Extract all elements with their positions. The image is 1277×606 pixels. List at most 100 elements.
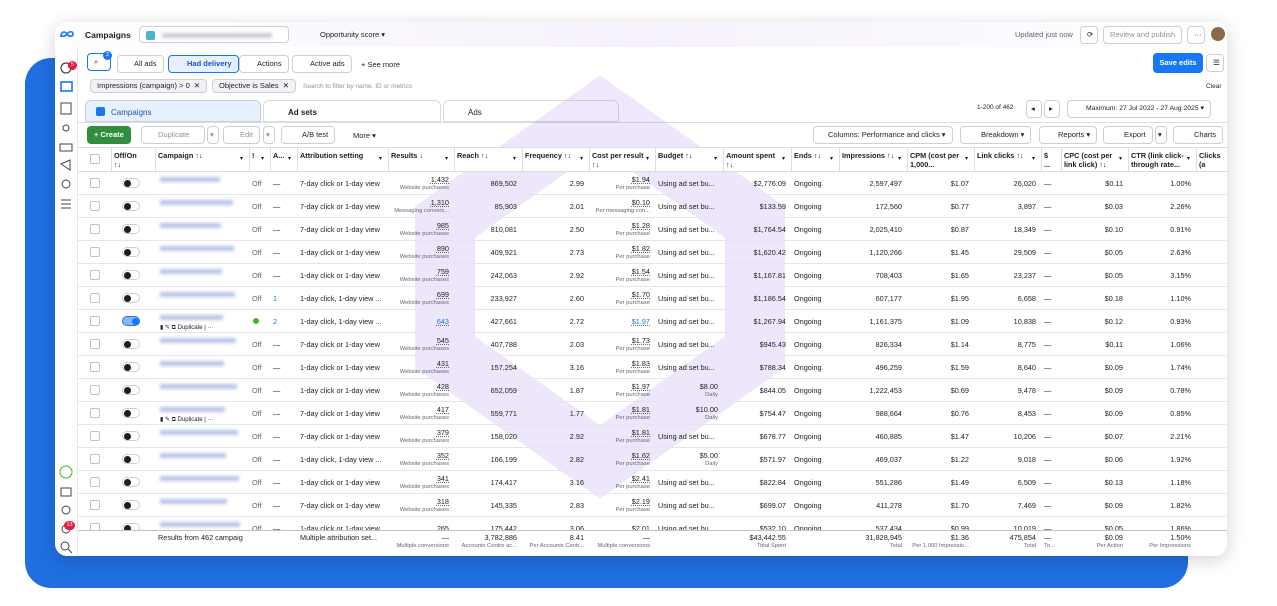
cell-frequency: 2.73 <box>569 248 584 257</box>
cell-cpc: $0.09 <box>1104 501 1123 510</box>
toggle[interactable] <box>122 201 140 211</box>
search-input[interactable]: Search to filter by name, ID or metrics <box>303 83 413 90</box>
caret[interactable]: ▾ <box>207 126 219 144</box>
toggle-knob <box>124 410 131 417</box>
toggle[interactable] <box>122 178 140 188</box>
toggle[interactable] <box>122 270 140 280</box>
tab-active[interactable]: Campaigns <box>85 100 261 122</box>
tab[interactable]: Ad sets <box>263 100 441 122</box>
cell-results: 545 <box>436 336 449 345</box>
total-link-clicks: 475,854 <box>1009 533 1036 542</box>
sort-caret: ▾ <box>646 156 650 162</box>
cell-impressions: 1,222,453 <box>869 386 902 395</box>
cell-cost: $1.82 <box>631 244 650 253</box>
ab-test[interactable]: A/B test <box>281 126 336 144</box>
toggle[interactable] <box>122 293 140 303</box>
view-tab[interactable]: All ads <box>117 55 164 73</box>
cell-a: 1 <box>273 294 278 303</box>
cell-link-clicks: 6,658 <box>1017 294 1036 303</box>
cell-spent: $945.43 <box>759 340 786 349</box>
view-tab[interactable]: Actions <box>239 55 289 73</box>
checkbox <box>90 385 100 395</box>
cell-budget: Using ad set bu... <box>658 340 715 349</box>
cell-attribution: 1-day click or 1-day view <box>300 478 380 487</box>
toggle[interactable] <box>122 362 140 372</box>
charts[interactable]: Charts <box>1173 126 1224 144</box>
toggle[interactable] <box>122 477 140 487</box>
cell-a: — <box>273 271 281 280</box>
account-select[interactable] <box>139 26 289 43</box>
table-row <box>78 471 1227 494</box>
view-tab[interactable]: Had delivery <box>168 55 239 73</box>
filter-chip[interactable]: Impressions (campaign) > 0 ✕ <box>90 79 208 93</box>
watermark <box>415 75 785 499</box>
cell-impressions: 1,120,266 <box>869 248 902 257</box>
cell-spent: $678.77 <box>759 432 786 441</box>
column-divider <box>522 147 523 172</box>
save-edits[interactable]: Save edits <box>1153 53 1203 73</box>
refresh[interactable]: ⟳ <box>1080 26 1098 44</box>
sort-caret: ▾ <box>288 156 292 162</box>
cell-delivery: Off <box>252 225 262 234</box>
opportunity-score[interactable]: Opportunity score ▾ <box>320 30 386 39</box>
cell-attribution: 1-day click, 1-day view ... <box>300 317 382 326</box>
sort-caret: ▾ <box>513 156 517 162</box>
cell-a: — <box>273 432 281 441</box>
cell-impressions: 2,597,497 <box>869 179 902 188</box>
cell-results: 890 <box>436 244 449 253</box>
action-duplicate[interactable]: Duplicate <box>177 417 203 423</box>
clear[interactable]: Clear <box>1206 83 1222 90</box>
toggle[interactable] <box>122 431 140 441</box>
view-tab[interactable]: Active ads <box>292 55 352 73</box>
see-more[interactable]: + See more <box>361 60 400 69</box>
cell-cost: $2.19 <box>631 497 650 506</box>
cell-results: 431 <box>436 359 449 368</box>
duplicate[interactable]: Duplicate <box>141 126 205 144</box>
columns[interactable]: Columns: Performance and clicks ▾ <box>813 126 953 144</box>
prev[interactable]: ◂ <box>1026 100 1042 118</box>
cell-ends: Ongoing <box>794 340 822 349</box>
cell-budget: Using ad set bu... <box>658 478 715 487</box>
export[interactable]: Export <box>1103 126 1153 144</box>
checkbox <box>90 224 100 234</box>
date-range[interactable]: Maximum: 27 Jul 2022 - 27 Aug 2025 ▾ <box>1067 100 1211 118</box>
next[interactable]: ▸ <box>1044 100 1060 118</box>
toggle[interactable] <box>122 224 140 234</box>
cell-sub: Per purchase <box>615 484 650 490</box>
more-menu[interactable]: More ▾ <box>353 131 376 140</box>
cell-ctr: 0.93% <box>1170 317 1191 326</box>
toggle[interactable] <box>122 500 140 510</box>
cell-attribution: 7-day click or 1-day view <box>300 409 380 418</box>
cell-dash: — <box>1044 317 1052 326</box>
toggle[interactable] <box>122 247 140 257</box>
checkbox <box>90 178 100 188</box>
tab[interactable]: Ads <box>443 100 619 122</box>
filter-chip[interactable]: Objective is Sales ✕ <box>212 79 297 93</box>
cell-results: 643 <box>436 317 449 326</box>
cell-ctr: 1.10% <box>1170 294 1191 303</box>
cell-link-clicks: 10,019 <box>1013 524 1036 533</box>
cell-cpc: $0.05 <box>1104 248 1123 257</box>
toggle[interactable] <box>122 385 140 395</box>
cell-dash: — <box>1044 478 1052 487</box>
reports[interactable]: Reports ▾ <box>1039 126 1098 144</box>
toggle[interactable] <box>122 316 140 326</box>
cell-ctr: 2.63% <box>1170 248 1191 257</box>
toggle[interactable] <box>122 408 140 418</box>
toggle[interactable] <box>122 454 140 464</box>
caret[interactable]: ▾ <box>1155 126 1167 144</box>
toggle-knob <box>124 525 131 532</box>
review-publish[interactable]: Review and publish <box>1103 26 1183 44</box>
more[interactable]: ··· <box>1187 26 1205 44</box>
caret[interactable]: ▾ <box>263 126 275 144</box>
cell-frequency: 3.16 <box>569 478 584 487</box>
breakdown[interactable]: Breakdown ▾ <box>960 126 1032 144</box>
cell-delivery: Off <box>252 432 262 441</box>
action-duplicate[interactable]: Duplicate <box>177 325 203 331</box>
toggle[interactable] <box>122 339 140 349</box>
edit[interactable]: Edit <box>223 126 260 144</box>
create[interactable]: + Create <box>87 126 131 144</box>
settings[interactable]: ☰ <box>1206 54 1224 72</box>
cell-cpm: $0.87 <box>950 225 969 234</box>
cell-reach: 409,921 <box>490 248 517 257</box>
